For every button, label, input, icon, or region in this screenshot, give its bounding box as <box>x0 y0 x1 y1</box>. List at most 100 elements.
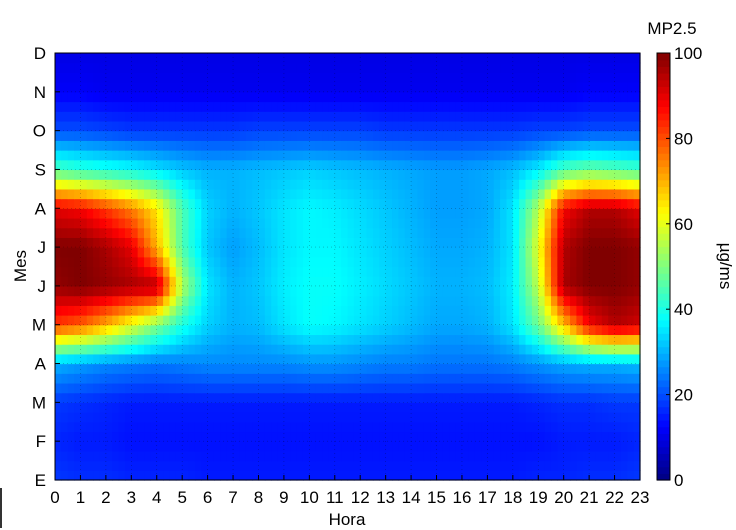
heatmap-cell <box>353 305 361 316</box>
heatmap-cell <box>144 334 151 345</box>
heatmap-cell <box>112 82 120 93</box>
heatmap-cell <box>442 382 450 394</box>
heatmap-cell <box>468 344 476 355</box>
x-tick-label: 22 <box>605 488 624 507</box>
heatmap-cell <box>277 344 285 355</box>
heatmap-cell <box>245 72 253 83</box>
heatmap-cell <box>430 353 438 365</box>
heatmap-cell <box>163 363 171 374</box>
heatmap-cell <box>608 344 616 355</box>
heatmap-cell <box>188 120 196 132</box>
heatmap-cell <box>112 266 120 277</box>
heatmap-cell <box>436 150 444 161</box>
colorbar-step <box>657 193 670 201</box>
heatmap-cell <box>487 450 495 462</box>
heatmap-cell <box>163 441 171 452</box>
heatmap-cell <box>366 460 374 471</box>
heatmap-cell <box>449 198 457 209</box>
heatmap-cell <box>468 334 476 345</box>
heatmap-cell <box>271 382 279 394</box>
heatmap-cell <box>93 188 101 200</box>
heatmap-cell <box>144 431 151 442</box>
heatmap-cell <box>436 353 444 365</box>
heatmap-cell <box>544 62 552 73</box>
heatmap-cell <box>392 256 399 268</box>
heatmap-cell <box>61 431 69 442</box>
heatmap-cell <box>360 402 368 413</box>
heatmap-cell <box>633 363 641 374</box>
heatmap-cell <box>150 62 158 73</box>
heatmap-cell <box>296 295 304 306</box>
heatmap-cell <box>544 188 552 200</box>
heatmap-cell <box>296 373 304 384</box>
heatmap-cell <box>614 441 622 452</box>
heatmap-cell <box>576 217 584 229</box>
heatmap-cell <box>627 53 635 64</box>
heatmap-cell <box>360 295 368 306</box>
heatmap-cell <box>461 334 469 345</box>
heatmap-cell <box>137 208 145 219</box>
heatmap-cell <box>252 382 260 394</box>
heatmap-cell <box>99 421 107 433</box>
heatmap-cell <box>194 208 202 219</box>
heatmap-cell <box>411 227 419 238</box>
heatmap-cell <box>525 82 533 93</box>
heatmap-cell <box>239 460 247 471</box>
heatmap-cell <box>118 217 126 229</box>
heatmap-cell <box>207 305 215 316</box>
heatmap-cell <box>220 179 228 190</box>
heatmap-cell <box>67 140 75 151</box>
heatmap-cell <box>264 266 272 277</box>
heatmap-cell <box>582 140 590 151</box>
heatmap-cell <box>474 460 482 471</box>
heatmap-cell <box>379 237 387 248</box>
heatmap-cell <box>93 315 101 326</box>
heatmap-cell <box>481 130 488 141</box>
heatmap-cell <box>163 353 171 365</box>
heatmap-cell <box>500 188 508 200</box>
heatmap-cell <box>341 53 349 64</box>
heatmap-cell <box>124 470 132 481</box>
heatmap-cell <box>182 91 190 103</box>
heatmap-cell <box>411 101 419 112</box>
heatmap-cell <box>150 72 158 83</box>
heatmap-cell <box>328 256 336 268</box>
heatmap-cell <box>474 237 482 248</box>
colorbar-step <box>657 386 670 394</box>
heatmap-cell <box>258 412 266 423</box>
heatmap-cell <box>576 470 584 481</box>
heatmap-cell <box>233 353 240 365</box>
heatmap-cell <box>207 412 215 423</box>
heatmap-cell <box>328 460 336 471</box>
heatmap-cell <box>188 344 196 355</box>
heatmap-cell <box>86 266 94 277</box>
heatmap-cell <box>131 295 139 306</box>
heatmap-cell <box>461 247 469 258</box>
heatmap-cell <box>175 344 183 355</box>
heatmap-cell <box>322 62 330 73</box>
heatmap-cell <box>55 324 62 336</box>
heatmap-cell <box>74 266 82 277</box>
heatmap-cell <box>544 82 552 93</box>
heatmap-cell <box>156 363 164 374</box>
heatmap-cell <box>392 324 399 336</box>
heatmap-cell <box>550 101 558 112</box>
heatmap-cell <box>283 179 291 190</box>
heatmap-cell <box>366 217 374 229</box>
heatmap-cell <box>392 344 399 355</box>
heatmap-cell <box>328 111 336 122</box>
heatmap-cell <box>423 130 431 141</box>
heatmap-cell <box>557 373 565 384</box>
heatmap-cell <box>550 276 558 287</box>
heatmap-cell <box>436 441 444 452</box>
heatmap-cell <box>512 150 520 161</box>
heatmap-cell <box>124 82 132 93</box>
heatmap-cell <box>512 441 520 452</box>
heatmap-cell <box>80 247 88 258</box>
y-tick-label: M <box>32 393 46 412</box>
heatmap-cell <box>163 91 171 103</box>
heatmap-cell <box>169 247 177 258</box>
heatmap-cell <box>144 256 151 268</box>
heatmap-cell <box>449 305 457 316</box>
heatmap-cell <box>245 237 253 248</box>
